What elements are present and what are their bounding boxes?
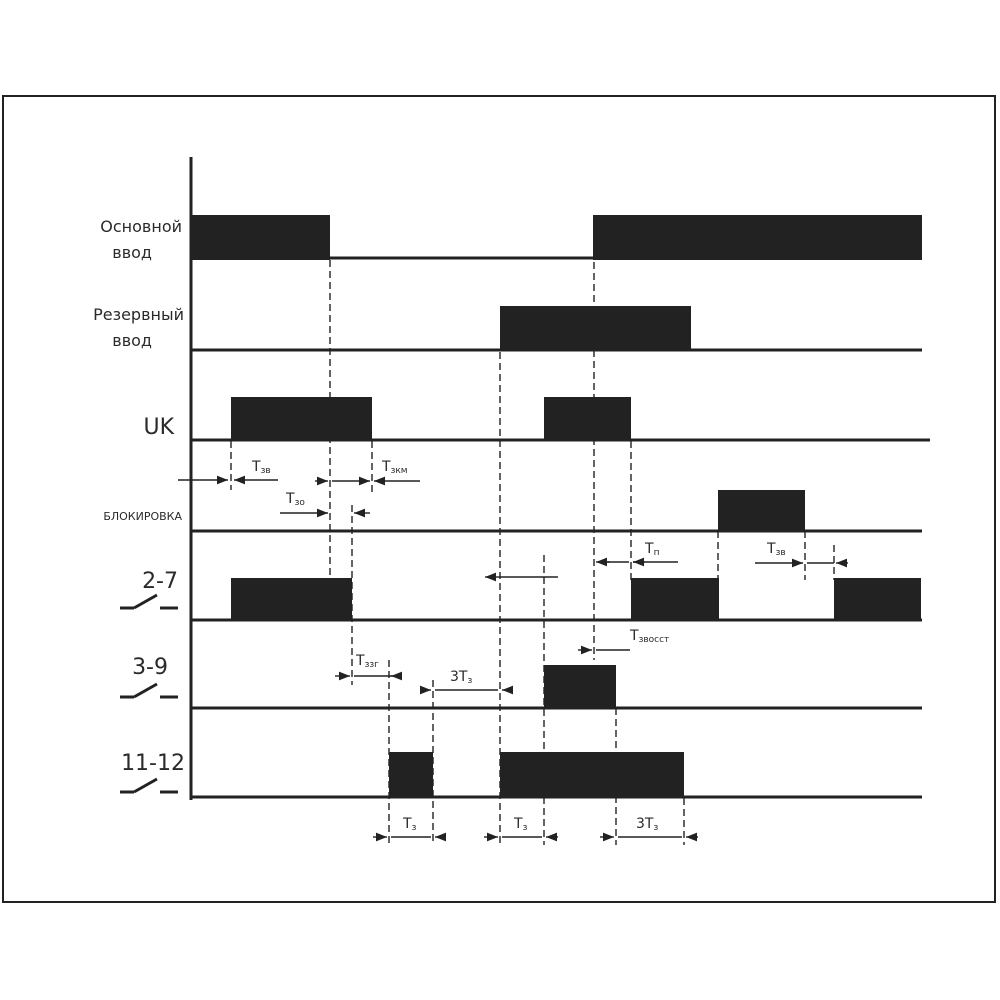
row-blokirovka <box>191 490 922 533</box>
blokirovka-pulse <box>718 490 805 532</box>
osnovnoy-pulse-2 <box>593 215 922 260</box>
c27-pulse-3 <box>834 578 921 621</box>
label-2-7: 2-7 <box>142 569 178 594</box>
guide-lines <box>230 260 835 845</box>
label-blokirovka: БЛОКИРОВКА <box>103 510 182 523</box>
rezervny-pulse <box>500 306 691 351</box>
dimension-arrows <box>178 475 848 842</box>
c1112-pulse-1 <box>389 752 433 798</box>
label-3-9: 3-9 <box>132 655 168 680</box>
ann-tzv-2: Тзв <box>766 541 786 558</box>
ann-tzo: Тзо <box>285 491 305 508</box>
osnovnoy-pulse-1 <box>191 215 330 260</box>
c1112-pulse-2 <box>500 752 684 798</box>
c27-pulse-2 <box>631 578 719 621</box>
label-osnovnoy-2: ввод <box>112 243 152 262</box>
row-2-7 <box>191 578 922 622</box>
row-rezervny <box>191 306 922 352</box>
row-11-12 <box>191 752 922 799</box>
row-uk <box>191 397 930 442</box>
label-11-12: 11-12 <box>121 751 185 776</box>
ann-3tz-2: 3Тз <box>636 816 658 833</box>
uk-pulse-1 <box>231 397 372 441</box>
label-uk: UK <box>143 415 174 440</box>
label-osnovnoy-1: Основной <box>100 217 182 236</box>
ann-tzkm: Тзкм <box>381 459 408 476</box>
label-rezervny-2: ввод <box>112 331 152 350</box>
row-3-9 <box>191 665 922 710</box>
ann-tz-2: Тз <box>513 816 528 833</box>
contact-symbol-3-9 <box>120 682 178 699</box>
uk-pulse-2 <box>544 397 631 441</box>
contact-symbol-11-12 <box>120 777 178 794</box>
diagram-frame <box>2 95 996 903</box>
ann-tzv-1: Тзв <box>251 459 271 476</box>
ann-tp: Тп <box>644 541 660 558</box>
c39-pulse <box>544 665 616 709</box>
contact-symbol-2-7 <box>120 593 178 610</box>
c27-pulse-1 <box>231 578 352 621</box>
ann-tzzg: Тззг <box>355 653 379 670</box>
row-osnovnoy <box>191 215 922 260</box>
ann-3tz-1: 3Тз <box>450 669 472 686</box>
ann-tzvosst: Тзвосст <box>629 628 669 645</box>
label-rezervny-1: Резервный <box>93 305 184 324</box>
ann-tz-1: Тз <box>402 816 417 833</box>
